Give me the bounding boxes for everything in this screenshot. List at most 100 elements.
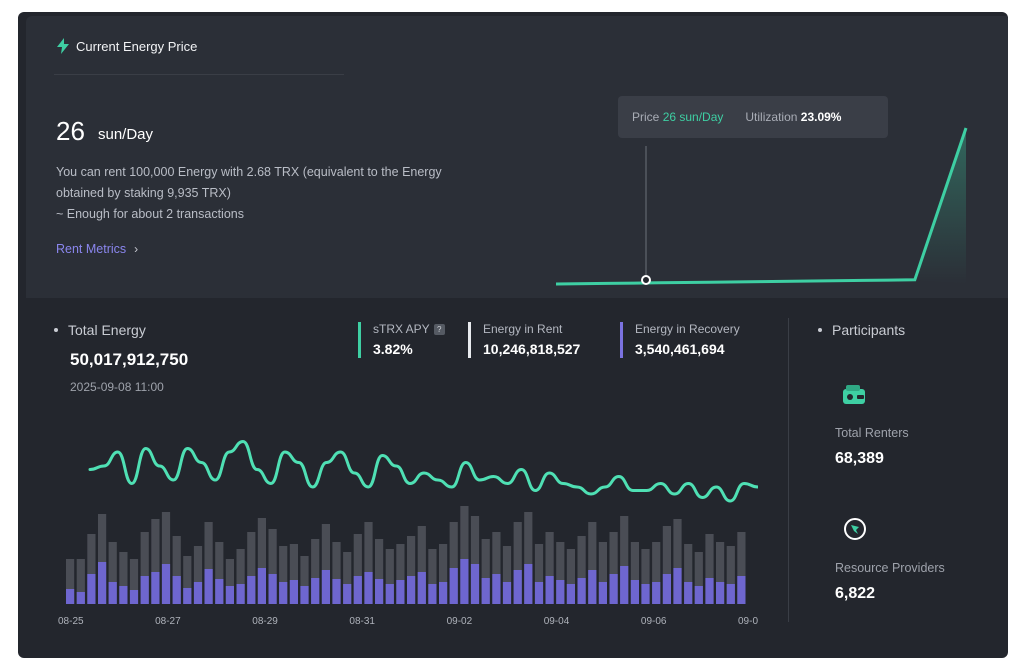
rent-metrics-label[interactable]: Rent Metrics [56,242,127,256]
energy-total-bar [289,544,298,604]
energy-total-bar [417,526,426,604]
x-tick-label: 08-29 [252,616,278,627]
card-title-row: Current Energy Price [56,38,197,54]
energy-recovery-bar [108,582,117,604]
energy-total-bar [268,529,277,604]
price-tooltip: Price 26 sun/Day Utilization 23.09% [618,96,888,138]
x-tick-label: 09-08 [738,616,758,627]
energy-total-bar [98,514,107,604]
energy-recovery-bar [98,562,107,604]
providers-value: 6,822 [835,585,876,602]
current-price-unit: sun/Day [98,126,154,143]
energy-total-bar [385,549,394,604]
energy-total-bar [684,544,693,604]
description-line: You can rent 100,000 Energy with 2.68 TR… [56,165,442,179]
energy-total-bar [140,532,149,604]
energy-recovery-bar [726,584,735,604]
energy-total-bar [161,512,171,604]
energy-recovery-bar [609,574,618,604]
energy-total-bar [652,542,661,604]
energy-recovery-bar [566,584,575,604]
energy-total-bar [492,532,501,604]
x-tick-label: 08-27 [155,616,181,627]
bullet-dot [54,328,58,332]
energy-recovery-bar [545,576,554,604]
energy-recovery-bar [396,580,405,604]
energy-recovery-bar [193,582,203,604]
energy-recovery-bar [151,572,160,604]
total-energy-label-text: Total Energy [68,322,146,338]
x-tick-label: 08-25 [58,616,84,627]
energy-line [88,439,758,503]
energy-total-bar [225,559,234,604]
energy-total-bar [66,559,75,604]
energy-total-bar [470,516,480,604]
energy-total-bar [396,544,405,604]
stat-value: 3.82% [373,341,413,357]
price-marker[interactable] [641,275,651,285]
energy-recovery-bar [119,586,128,604]
energy-recovery-bar [140,576,149,604]
energy-total-bar [673,519,682,604]
energy-total-bar [737,532,746,604]
energy-recovery-bar [449,568,458,604]
energy-recovery-bar [407,576,416,604]
energy-recovery-bar [353,576,362,604]
energy-total-bar [566,549,575,604]
energy-total-bar [556,542,565,604]
energy-total-bar [87,534,96,604]
energy-total-bar [588,522,597,604]
provider-icon [844,518,866,540]
energy-recovery-bar [417,572,426,604]
energy-recovery-bar [257,568,266,604]
energy-recovery-bar [630,580,639,604]
energy-recovery-bar [492,574,501,604]
energy-total-bar [279,546,288,604]
energy-total-bar [620,516,629,604]
energy-recovery-bar [481,578,490,604]
energy-recovery-bar [321,570,330,604]
energy-recovery-bar [332,579,341,604]
dashboard-frame: Current Energy Price 26 sun/Day You can … [18,12,1008,658]
rent-metrics-link[interactable]: Rent Metrics › [56,242,138,256]
energy-total-bar [460,506,469,604]
energy-total-bar [108,542,117,604]
energy-total-bar [481,539,490,604]
energy-recovery-bar [225,586,234,604]
energy-total-bar [353,534,362,604]
stat-energy-in-rent: Energy in Rent 10,246,818,527 [468,322,580,358]
energy-chart[interactable]: 08-25 08-27 08-29 08-31 09-02 09-04 09-06 09-08 [58,418,758,628]
stat-value: 3,540,461,694 [635,341,725,357]
x-tick-label: 09-02 [447,616,473,627]
tooltip-utilization: Utilization 23.09% [745,110,841,124]
energy-total-bar [513,522,522,604]
x-tick-label: 09-06 [641,616,667,627]
energy-recovery-bar [428,584,437,604]
energy-recovery-bar [161,564,171,604]
energy-recovery-bar [737,576,746,604]
energy-total-bar [609,532,618,604]
price-line [556,127,968,286]
price-description: You can rent 100,000 Energy with 2.68 TR… [56,162,516,225]
energy-total-bar [726,546,735,604]
energy-total-bar [119,552,128,604]
energy-recovery-bar [694,586,703,604]
total-energy-date: 2025-09-08 11:00 [70,380,164,394]
title-divider [54,74,344,75]
energy-total-bar [545,532,554,604]
energy-total-bar [129,559,139,604]
energy-total-bar [439,544,448,604]
price-trend-chart[interactable] [556,106,976,296]
energy-total-bar [375,539,384,604]
help-icon[interactable]: ? [433,323,445,335]
energy-total-bar [257,518,266,604]
energy-total-bar [630,542,639,604]
total-renters-label: Total Renters [835,426,909,440]
energy-recovery-bar [375,579,384,604]
energy-recovery-bar [66,589,75,604]
stat-value: 10,246,818,527 [483,341,581,357]
energy-total-bar [332,542,341,604]
energy-total-bar [534,544,544,604]
energy-recovery-bar [577,578,586,604]
energy-total-bar [76,559,85,604]
